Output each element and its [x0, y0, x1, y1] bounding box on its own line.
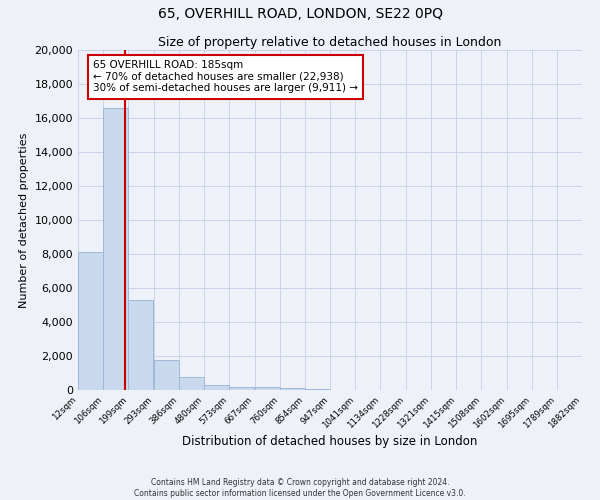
- Bar: [128, 300, 154, 390]
- Y-axis label: Number of detached properties: Number of detached properties: [19, 132, 29, 308]
- Bar: [179, 378, 204, 390]
- Bar: [78, 252, 103, 390]
- Bar: [305, 389, 330, 390]
- Bar: [154, 360, 179, 390]
- Title: Size of property relative to detached houses in London: Size of property relative to detached ho…: [158, 36, 502, 49]
- Text: 65, OVERHILL ROAD, LONDON, SE22 0PQ: 65, OVERHILL ROAD, LONDON, SE22 0PQ: [157, 8, 443, 22]
- Text: 65 OVERHILL ROAD: 185sqm
← 70% of detached houses are smaller (22,938)
30% of se: 65 OVERHILL ROAD: 185sqm ← 70% of detach…: [93, 60, 358, 94]
- Bar: [204, 385, 229, 390]
- Bar: [229, 386, 254, 390]
- Text: Contains HM Land Registry data © Crown copyright and database right 2024.
Contai: Contains HM Land Registry data © Crown c…: [134, 478, 466, 498]
- Bar: [254, 388, 280, 390]
- X-axis label: Distribution of detached houses by size in London: Distribution of detached houses by size …: [182, 436, 478, 448]
- Bar: [280, 388, 305, 390]
- Bar: [103, 108, 128, 390]
